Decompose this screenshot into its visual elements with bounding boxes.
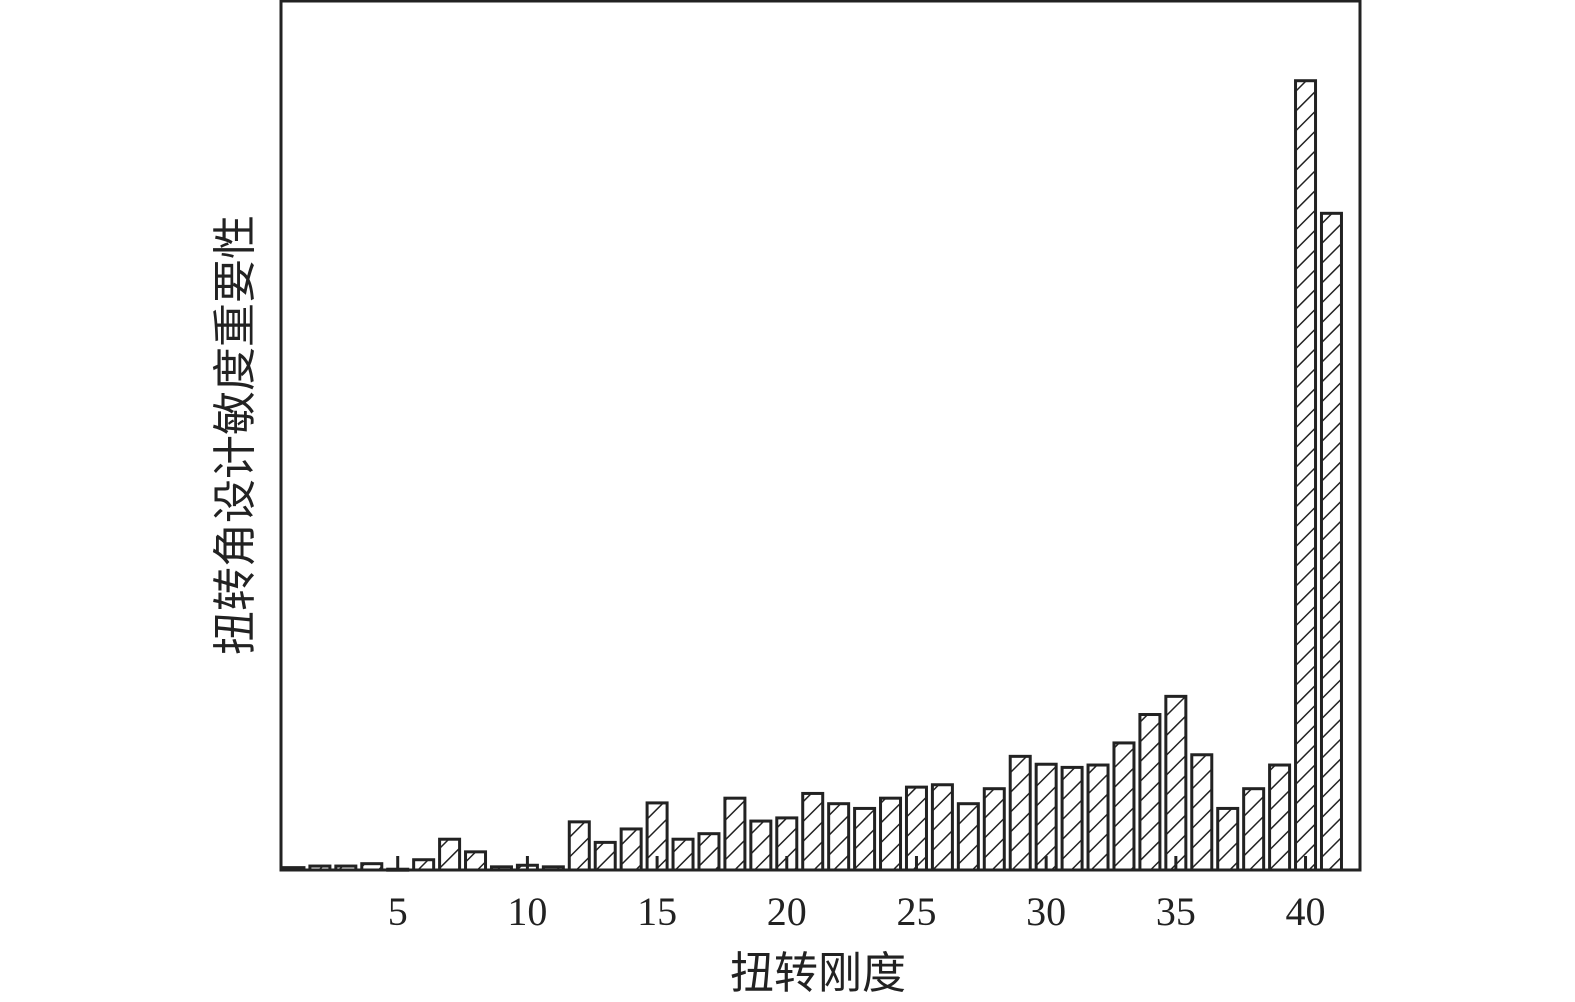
bar-13 bbox=[593, 840, 617, 872]
bar-26 bbox=[930, 783, 954, 872]
bar-29 bbox=[1008, 754, 1032, 872]
bar-22 bbox=[827, 802, 851, 872]
bar-35 bbox=[1164, 694, 1188, 872]
bar-19 bbox=[749, 819, 773, 872]
x-tick-label: 15 bbox=[637, 889, 677, 934]
x-tick-label: 20 bbox=[767, 889, 807, 934]
bar-38 bbox=[1242, 787, 1266, 872]
bar-17 bbox=[697, 832, 721, 872]
bar-24 bbox=[879, 796, 903, 872]
bar-33 bbox=[1112, 741, 1136, 872]
bar-32 bbox=[1086, 763, 1110, 872]
x-tick-label: 35 bbox=[1156, 889, 1196, 934]
bar-37 bbox=[1216, 806, 1240, 872]
bar-40 bbox=[1294, 79, 1318, 872]
bar-18 bbox=[723, 796, 747, 872]
bar-23 bbox=[853, 806, 877, 872]
x-axis-label: 扭转刚度 bbox=[730, 948, 906, 999]
plot-frame bbox=[279, 0, 1362, 872]
x-tick-label: 10 bbox=[507, 889, 547, 934]
y-axis-label: 扭转角设计敏度重要性 bbox=[210, 215, 261, 655]
x-tick-label: 30 bbox=[1026, 889, 1066, 934]
bar-16 bbox=[671, 837, 695, 872]
bar-27 bbox=[956, 802, 980, 872]
bar-39 bbox=[1268, 763, 1292, 872]
bar-28 bbox=[982, 787, 1006, 872]
bar-31 bbox=[1060, 765, 1084, 872]
bar-8 bbox=[464, 850, 488, 872]
x-tick-label: 40 bbox=[1286, 889, 1326, 934]
bar-30 bbox=[1034, 762, 1058, 872]
x-tick-label: 5 bbox=[388, 889, 408, 934]
x-ticks-group: 5 10 15 20 25 30 35 40 bbox=[388, 856, 1326, 934]
bar-21 bbox=[801, 791, 825, 872]
bar-41 bbox=[1319, 211, 1343, 872]
bar-6 bbox=[412, 858, 436, 872]
bar-14 bbox=[619, 827, 643, 872]
x-tick-label: 25 bbox=[896, 889, 936, 934]
bars-group bbox=[282, 79, 1343, 872]
bar-34 bbox=[1138, 713, 1162, 872]
bar-7 bbox=[438, 837, 462, 872]
bar-36 bbox=[1190, 753, 1214, 872]
bar-12 bbox=[567, 820, 591, 872]
